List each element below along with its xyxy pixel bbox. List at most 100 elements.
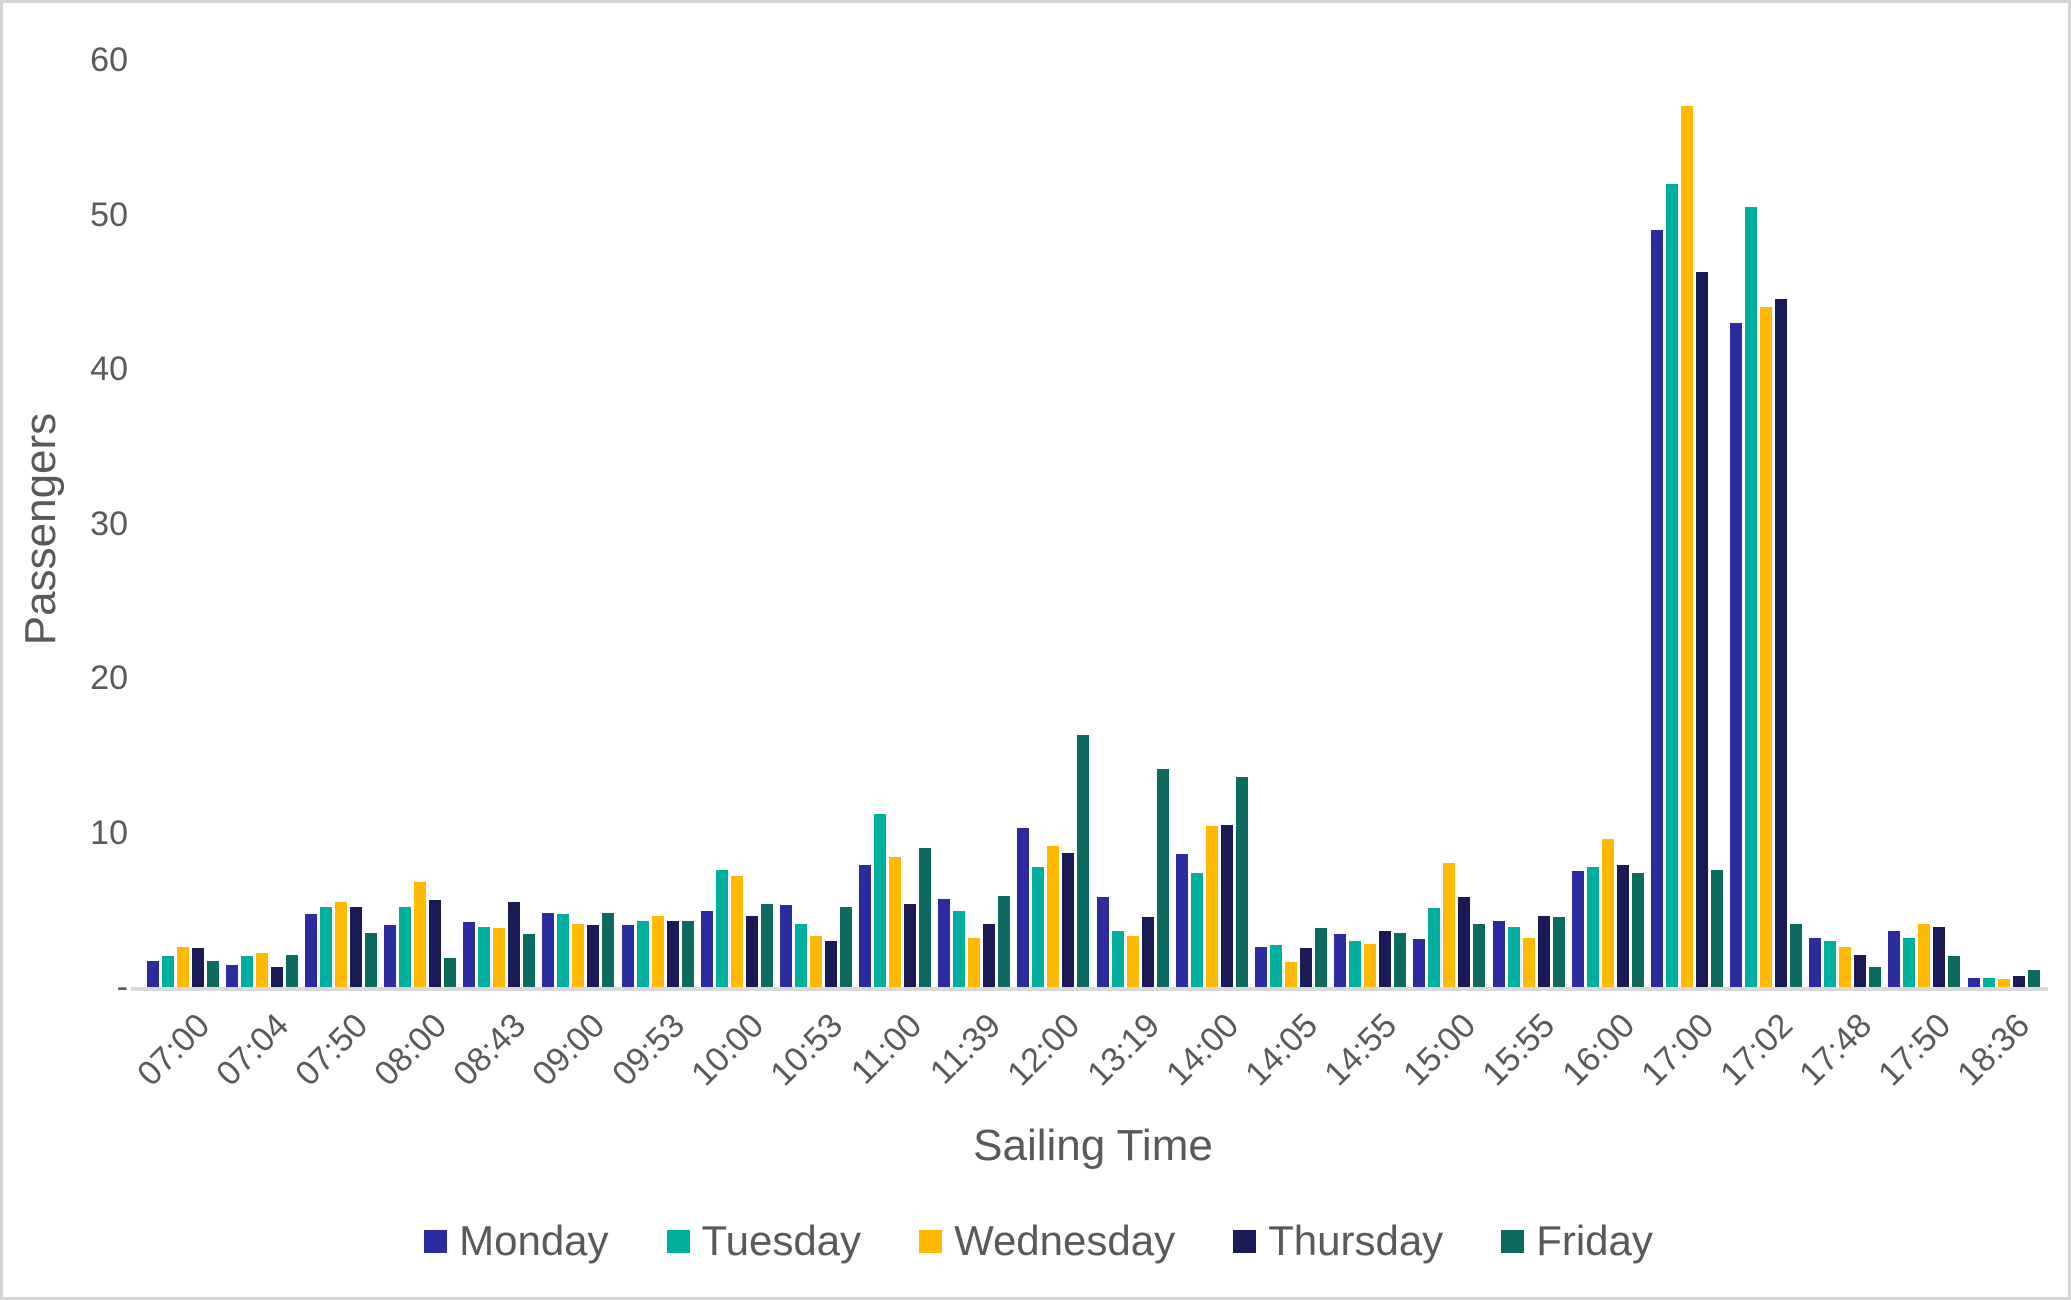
bar-friday-18:36 <box>2027 970 2040 987</box>
y-tick-label: 60 <box>90 41 128 79</box>
bar-thursday-17:02 <box>1775 299 1788 987</box>
x-axis-labels: 07:00 07:04 07:50 08:00 08:43 09:00 09:53 10:00… <box>130 995 2043 1110</box>
bar-monday-08:00 <box>384 925 397 987</box>
bar-wednesday-18:36 <box>1997 979 2010 987</box>
bar-tuesday-11:00 <box>874 813 887 987</box>
bar-friday-09:53 <box>681 920 694 987</box>
bar-wednesday-14:05 <box>1284 962 1297 987</box>
x-axis-line <box>131 987 2048 991</box>
y-tick-label: 40 <box>90 350 128 388</box>
y-tick-label: - <box>116 968 128 1006</box>
bar-monday-15:00 <box>1413 939 1426 987</box>
bar-friday-09:00 <box>602 912 615 987</box>
legend-swatch-icon <box>1501 1229 1525 1253</box>
bar-tuesday-15:55 <box>1507 926 1520 987</box>
bar-friday-07:50 <box>364 932 377 987</box>
bar-tuesday-10:00 <box>715 869 728 987</box>
bar-wednesday-10:53 <box>809 936 822 987</box>
bar-wednesday-15:55 <box>1522 937 1535 987</box>
bar-friday-07:00 <box>206 960 219 987</box>
bar-monday-07:50 <box>304 914 317 987</box>
bar-tuesday-14:05 <box>1269 945 1282 987</box>
bar-group-15:00 <box>1410 60 1489 987</box>
bar-wednesday-07:04 <box>255 953 268 987</box>
x-axis-title: Sailing Time <box>973 1121 1213 1170</box>
legend-swatch-icon <box>1233 1229 1257 1253</box>
y-axis: 60 50 40 30 20 10 - <box>3 3 133 1297</box>
bar-thursday-07:50 <box>349 906 362 987</box>
legend-item-monday: Monday <box>424 1217 609 1265</box>
bar-monday-09:53 <box>621 925 634 987</box>
bar-friday-13:19 <box>1156 769 1169 987</box>
legend-label: Thursday <box>1268 1217 1444 1264</box>
plot-area <box>143 60 2043 987</box>
bar-group-08:00 <box>381 60 460 987</box>
bar-tuesday-12:00 <box>1032 866 1045 987</box>
bar-tuesday-07:50 <box>319 906 332 987</box>
bar-monday-10:00 <box>700 911 713 987</box>
bar-thursday-14:55 <box>1379 931 1392 987</box>
bar-thursday-14:00 <box>1220 824 1233 987</box>
bar-monday-11:39 <box>938 898 951 987</box>
bar-group-14:55 <box>1331 60 1410 987</box>
legend-label: Monday <box>459 1217 609 1264</box>
bar-friday-12:00 <box>1077 735 1090 987</box>
bar-group-11:00 <box>856 60 935 987</box>
bar-wednesday-11:39 <box>968 937 981 987</box>
bar-tuesday-17:00 <box>1665 183 1678 987</box>
bar-tuesday-10:53 <box>794 923 807 987</box>
bar-monday-16:00 <box>1571 871 1584 987</box>
bar-friday-17:02 <box>1790 923 1803 987</box>
bar-group-15:55 <box>1489 60 1568 987</box>
bar-friday-16:00 <box>1631 872 1644 987</box>
bar-thursday-15:55 <box>1537 915 1550 987</box>
bar-wednesday-14:55 <box>1364 943 1377 987</box>
bar-group-17:02 <box>1726 60 1805 987</box>
bar-group-11:39 <box>935 60 1014 987</box>
bar-thursday-11:00 <box>904 903 917 987</box>
bar-monday-11:00 <box>859 864 872 987</box>
bar-thursday-12:00 <box>1062 852 1075 987</box>
bar-group-08:43 <box>460 60 539 987</box>
bar-tuesday-09:00 <box>557 914 570 987</box>
bar-group-07:00 <box>143 60 222 987</box>
bar-group-09:00 <box>539 60 618 987</box>
bar-tuesday-08:43 <box>478 926 491 987</box>
bar-thursday-08:43 <box>508 902 521 987</box>
bar-wednesday-09:00 <box>572 923 585 987</box>
bar-wednesday-11:00 <box>889 857 902 987</box>
bar-tuesday-18:36 <box>1982 977 1995 987</box>
bar-thursday-09:00 <box>587 925 600 987</box>
bar-thursday-17:48 <box>1854 954 1867 987</box>
legend-swatch-icon <box>919 1229 943 1253</box>
bar-wednesday-16:00 <box>1601 838 1614 987</box>
bar-monday-14:55 <box>1334 934 1347 987</box>
bar-group-07:50 <box>301 60 380 987</box>
bar-wednesday-17:00 <box>1680 106 1693 987</box>
legend: Monday Tuesday Wednesday Thursday Friday <box>3 1201 2068 1281</box>
bar-tuesday-17:48 <box>1824 940 1837 987</box>
bar-thursday-10:53 <box>824 940 837 987</box>
bar-tuesday-08:00 <box>399 906 412 987</box>
bar-tuesday-09:53 <box>636 920 649 987</box>
bar-friday-15:55 <box>1552 917 1565 987</box>
bar-monday-17:00 <box>1650 229 1663 987</box>
bar-group-17:00 <box>1647 60 1726 987</box>
y-tick-label: 20 <box>90 659 128 697</box>
bar-monday-08:43 <box>463 922 476 987</box>
y-tick-label: 30 <box>90 504 128 543</box>
bar-tuesday-07:04 <box>240 956 253 987</box>
bar-tuesday-17:50 <box>1903 937 1916 987</box>
bar-thursday-13:19 <box>1141 917 1154 987</box>
bar-thursday-14:05 <box>1299 948 1312 987</box>
legend-label: Tuesday <box>701 1217 862 1264</box>
bar-friday-11:39 <box>998 895 1011 987</box>
bar-thursday-18:36 <box>2012 976 2025 987</box>
bar-tuesday-07:00 <box>161 956 174 987</box>
bar-wednesday-10:00 <box>730 875 743 987</box>
bar-tuesday-11:39 <box>953 911 966 987</box>
bar-group-17:50 <box>1885 60 1964 987</box>
bar-friday-10:00 <box>760 903 773 987</box>
bar-thursday-07:00 <box>191 948 204 987</box>
